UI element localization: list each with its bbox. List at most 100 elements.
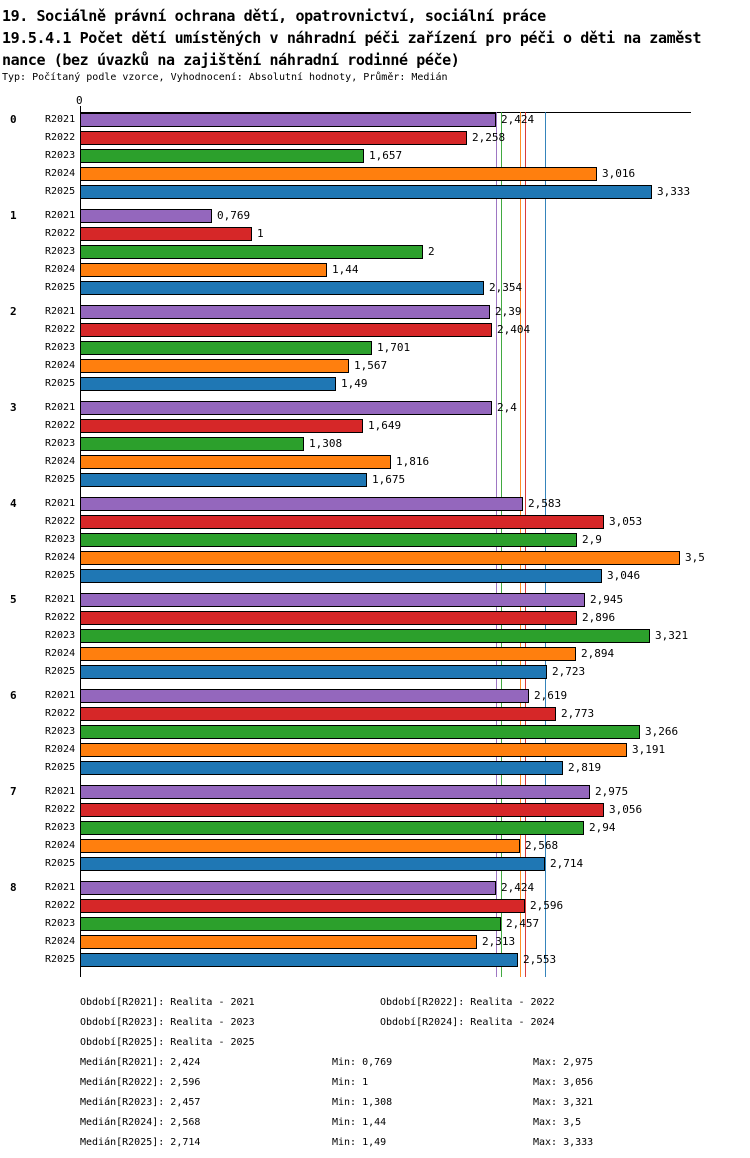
bar-R2022-group-1: [80, 227, 252, 241]
legend-item: Období[R2022]: Realita - 2022: [380, 997, 555, 1008]
bar-series-label: R2025: [45, 186, 76, 197]
bar-R2022-group-5: [80, 611, 577, 625]
bar-series-label: R2022: [45, 324, 76, 335]
bar-series-label: R2025: [45, 762, 76, 773]
bar-value-label: 2,4: [497, 401, 517, 414]
bar-value-label: 2,404: [497, 323, 531, 336]
bar-value-label: 3,053: [609, 515, 643, 528]
bar-value-label: 2,9: [582, 533, 602, 546]
bar-value-label: 2,258: [472, 131, 506, 144]
bar-R2021-group-5: [80, 593, 585, 607]
bar-R2023-group-1: [80, 245, 423, 259]
bar-value-label: 2,894: [581, 647, 615, 660]
x-axis-tick: [80, 106, 81, 117]
bar-R2021-group-0: [80, 113, 496, 127]
stat-min: Min: 1,308: [332, 1097, 393, 1108]
bar-R2021-group-2: [80, 305, 490, 319]
bar-series-label: R2023: [45, 438, 76, 449]
bar-R2024-group-8: [80, 935, 477, 949]
bar-R2022-group-2: [80, 323, 492, 337]
stat-min: Min: 1,49: [332, 1137, 387, 1148]
bar-series-label: R2022: [45, 420, 76, 431]
legend-item: Období[R2025]: Realita - 2025: [80, 1037, 255, 1048]
group-label: 7: [10, 785, 17, 798]
bar-value-label: 2,424: [501, 113, 535, 126]
bar-R2024-group-0: [80, 167, 597, 181]
stat-min: Min: 1: [332, 1077, 369, 1088]
bar-R2021-group-4: [80, 497, 523, 511]
bar-series-label: R2024: [45, 744, 76, 755]
bar-series-label: R2025: [45, 474, 76, 485]
bar-R2025-group-2: [80, 377, 336, 391]
bar-series-label: R2023: [45, 822, 76, 833]
bar-R2025-group-3: [80, 473, 367, 487]
bar-series-label: R2021: [45, 786, 76, 797]
group-label: 3: [10, 401, 17, 414]
bar-R2023-group-2: [80, 341, 372, 355]
bar-series-label: R2025: [45, 666, 76, 677]
bar-series-label: R2021: [45, 594, 76, 605]
bar-value-label: 2,568: [525, 839, 559, 852]
bar-R2025-group-5: [80, 665, 547, 679]
group-label: 1: [10, 209, 17, 222]
bar-series-label: R2025: [45, 858, 76, 869]
group-label: 0: [10, 113, 17, 126]
bar-R2024-group-1: [80, 263, 327, 277]
bar-value-label: 1,49: [341, 377, 368, 390]
bar-R2025-group-6: [80, 761, 563, 775]
bar-R2023-group-6: [80, 725, 640, 739]
bar-R2023-group-0: [80, 149, 364, 163]
bar-series-label: R2022: [45, 900, 76, 911]
bar-series-label: R2023: [45, 342, 76, 353]
bar-R2021-group-8: [80, 881, 496, 895]
bar-value-label: 2,424: [501, 881, 535, 894]
bar-series-label: R2022: [45, 516, 76, 527]
bar-R2022-group-3: [80, 419, 363, 433]
bar-series-label: R2021: [45, 402, 76, 413]
bar-R2024-group-3: [80, 455, 391, 469]
stat-median: Medián[R2024]: 2,568: [80, 1117, 201, 1128]
bar-series-label: R2025: [45, 282, 76, 293]
bar-R2022-group-7: [80, 803, 604, 817]
bar-value-label: 2,619: [534, 689, 568, 702]
bar-value-label: 2,457: [506, 917, 540, 930]
bar-R2025-group-7: [80, 857, 545, 871]
stat-max: Max: 3,321: [533, 1097, 594, 1108]
legend-item: Období[R2021]: Realita - 2021: [80, 997, 255, 1008]
bar-value-label: 1,567: [354, 359, 388, 372]
bar-R2024-group-2: [80, 359, 349, 373]
stat-median: Medián[R2021]: 2,424: [80, 1057, 201, 1068]
bar-R2024-group-5: [80, 647, 576, 661]
bar-series-label: R2022: [45, 804, 76, 815]
bar-value-label: 2,975: [595, 785, 629, 798]
bar-value-label: 2,94: [589, 821, 616, 834]
bar-value-label: 2,39: [495, 305, 522, 318]
bar-series-label: R2022: [45, 708, 76, 719]
stat-min: Min: 0,769: [332, 1057, 393, 1068]
chart-subtitle: Typ: Počítaný podle vzorce, Vyhodnocení:…: [2, 72, 448, 83]
bar-value-label: 2,896: [582, 611, 616, 624]
bar-value-label: 3,333: [657, 185, 691, 198]
bar-R2025-group-0: [80, 185, 652, 199]
bar-series-label: R2025: [45, 378, 76, 389]
stat-max: Max: 3,056: [533, 1077, 594, 1088]
group-label: 6: [10, 689, 17, 702]
bar-series-label: R2024: [45, 456, 76, 467]
bar-series-label: R2024: [45, 264, 76, 275]
bar-series-label: R2021: [45, 882, 76, 893]
bar-series-label: R2022: [45, 612, 76, 623]
bar-series-label: R2023: [45, 918, 76, 929]
group-label: 8: [10, 881, 17, 894]
stat-max: Max: 3,5: [533, 1117, 582, 1128]
bar-R2022-group-8: [80, 899, 525, 913]
bar-series-label: R2022: [45, 132, 76, 143]
bar-value-label: 2,945: [590, 593, 624, 606]
bar-series-label: R2021: [45, 306, 76, 317]
bar-value-label: 1,816: [396, 455, 430, 468]
group-label: 4: [10, 497, 17, 510]
page-title-line2: 19.5.4.1 Počet dětí umístěných v náhradn…: [2, 29, 702, 47]
bar-value-label: 2,553: [523, 953, 557, 966]
bar-value-label: 2,819: [568, 761, 602, 774]
bar-R2022-group-6: [80, 707, 556, 721]
group-label: 2: [10, 305, 17, 318]
